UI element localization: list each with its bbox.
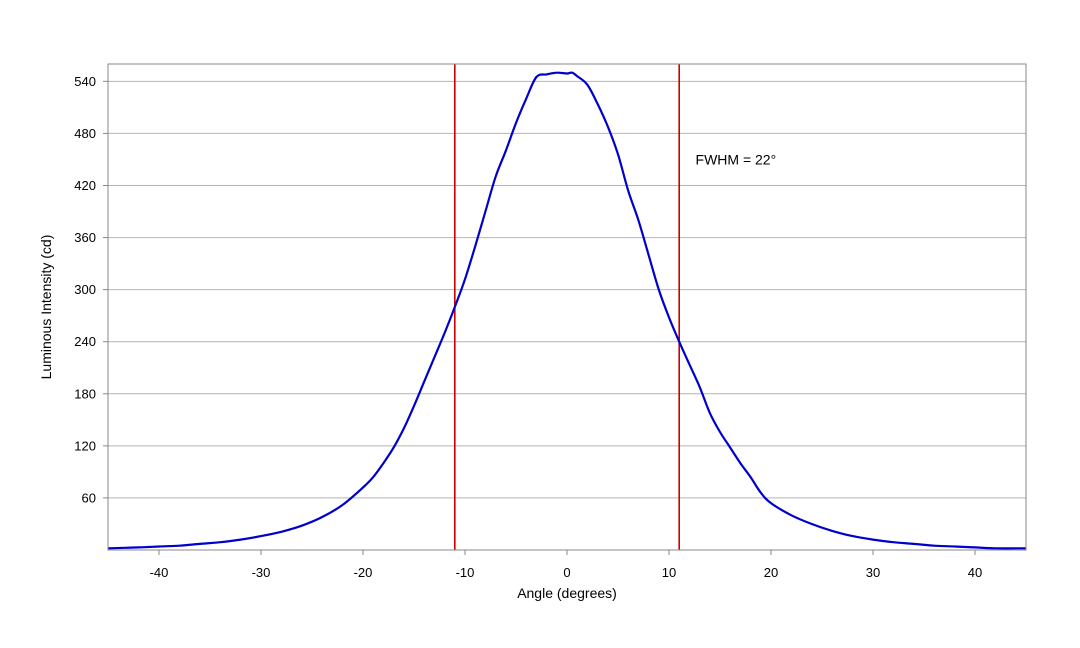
intensity-curve bbox=[107, 71, 1027, 550]
x-tick-label: 20 bbox=[764, 565, 778, 580]
x-tick-label: -30 bbox=[252, 565, 271, 580]
y-tick-label: 120 bbox=[74, 438, 96, 453]
y-tick-label: 480 bbox=[74, 126, 96, 141]
y-tick-label: 540 bbox=[74, 74, 96, 89]
x-tick-label: 0 bbox=[563, 565, 570, 580]
x-tick-label: 10 bbox=[662, 565, 676, 580]
y-tick-label: 180 bbox=[74, 386, 96, 401]
y-axis-title: Luminous Intensity (cd) bbox=[38, 235, 54, 380]
x-tick-label: 40 bbox=[968, 565, 982, 580]
x-tick-label: 30 bbox=[866, 565, 880, 580]
y-tick-label: 60 bbox=[82, 490, 96, 505]
x-tick-label: -20 bbox=[354, 565, 373, 580]
y-tick-label: 300 bbox=[74, 282, 96, 297]
y-tick-label: 360 bbox=[74, 230, 96, 245]
y-axis-ticks: 60 120 180 240 300 360 420 480 540 bbox=[74, 74, 108, 505]
x-tick-label: -10 bbox=[456, 565, 475, 580]
grid-lines bbox=[108, 80, 1026, 499]
x-axis-title: Angle (degrees) bbox=[517, 585, 617, 601]
x-tick-label: -40 bbox=[150, 565, 169, 580]
x-axis-ticks: -40 -30 -20 -10 0 10 20 30 40 bbox=[150, 550, 982, 580]
y-tick-label: 420 bbox=[74, 178, 96, 193]
fwhm-annotation: FWHM = 22° bbox=[696, 151, 777, 167]
y-tick-label: 240 bbox=[74, 334, 96, 349]
plot-background bbox=[108, 64, 1026, 550]
